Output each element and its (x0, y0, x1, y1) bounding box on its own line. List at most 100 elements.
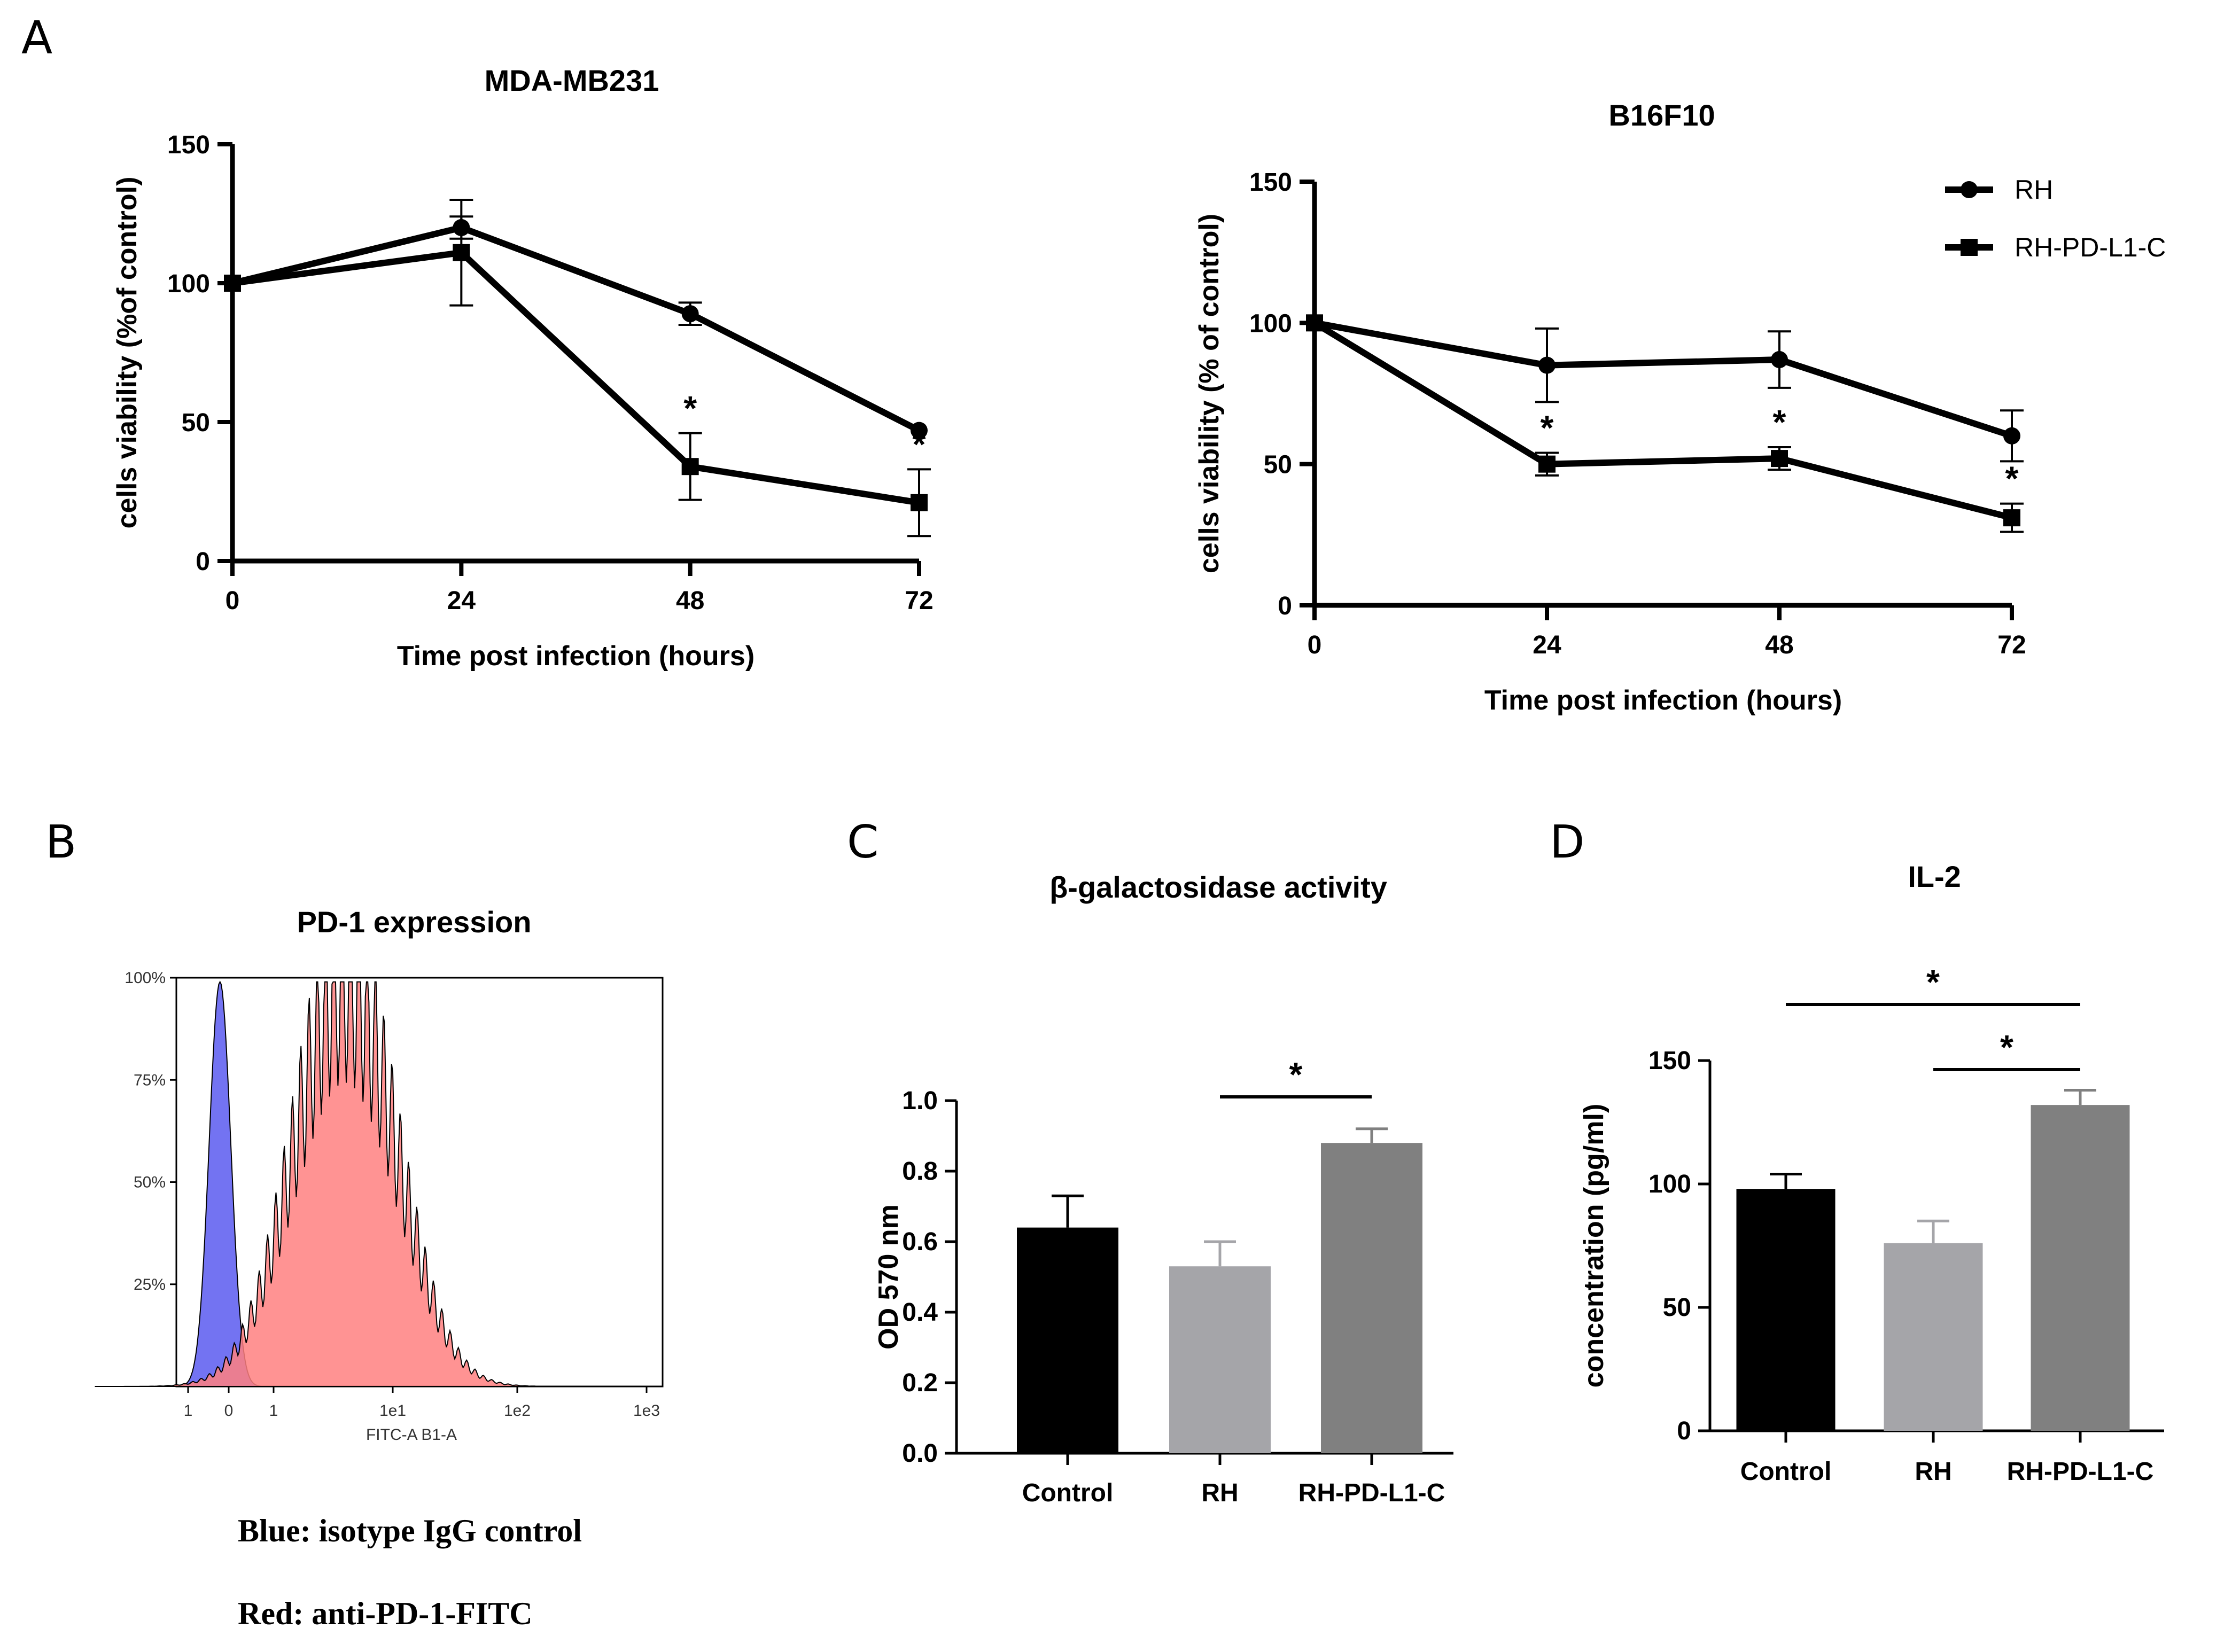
x-tick-label: 1e3 (633, 1402, 660, 1420)
y-tick-label: 0 (1278, 592, 1292, 620)
y-axis-label: concentration (pg/ml) (1578, 1104, 1609, 1388)
x-tick-label: RH (1915, 1458, 1951, 1486)
chart-title: PD-1 expression (297, 905, 532, 939)
y-tick-label: 1.0 (902, 1087, 938, 1115)
data-point-square (1771, 450, 1788, 467)
x-tick-label: 48 (1765, 631, 1793, 659)
y-tick-label: 50 (1264, 451, 1292, 479)
y-tick-label: 75% (134, 1071, 166, 1089)
y-tick-label: 0 (1677, 1417, 1691, 1445)
chart-mda-mb231: MDA-MB231 0 50 100 150 0 24 48 72 Time post infec… (112, 64, 934, 672)
data-point-circle (911, 422, 928, 439)
significance-star: * (2000, 1028, 2013, 1066)
significance-star: * (2005, 459, 2019, 498)
chart-title: β-galactosidase activity (1049, 870, 1387, 904)
y-axis-label: cells viability (%of control) (112, 177, 143, 529)
data-point-square (911, 494, 928, 511)
x-tick-label: 1e1 (379, 1402, 406, 1420)
x-tick-label: 24 (447, 587, 476, 615)
caption-line: Red: anti-PD-1-FITC (238, 1596, 533, 1631)
panel-letter-b: B (45, 816, 76, 869)
caption-line: Blue: isotype IgG control (238, 1513, 582, 1548)
y-tick-label: 0.4 (902, 1298, 938, 1327)
y-axis-label: cells viability (% of control) (1194, 214, 1225, 573)
y-tick-label: 0 (196, 548, 210, 576)
chart-title: MDA-MB231 (485, 64, 659, 97)
bar-rh-pd-l1-c (2031, 1105, 2130, 1431)
chart-title: IL-2 (1908, 860, 1961, 893)
legend-marker-square (1961, 239, 1978, 256)
y-tick-label: 0.8 (902, 1157, 938, 1186)
data-point-square (681, 458, 699, 476)
x-axis-label: Time post infection (hours) (1484, 685, 1842, 716)
significance-star: * (1773, 403, 1786, 441)
chart-il2: IL-2 0 50 100 150 concentration (pg/ml) Contro… (1578, 860, 2164, 1486)
y-tick-label: 0.6 (902, 1228, 938, 1256)
x-tick-label: 1e2 (504, 1402, 531, 1420)
y-tick-label: 0.2 (902, 1369, 938, 1397)
x-tick-label: 24 (1533, 631, 1561, 659)
y-tick-label: 50 (1663, 1293, 1691, 1322)
legend-label: RH (2015, 175, 2053, 205)
x-tick-label: 72 (1997, 631, 2026, 659)
x-tick-label: RH (1201, 1479, 1238, 1507)
x-tick-label: 0 (225, 587, 240, 615)
x-tick-label: 48 (676, 587, 704, 615)
histogram-anti-pd1 (95, 981, 596, 1387)
chart-b16f10: B16F10 0 50 100 150 0 24 48 72 Time post infectio… (1194, 98, 2166, 716)
legend-label: RH-PD-L1-C (2015, 232, 2166, 262)
significance-star: * (1926, 963, 1940, 1001)
data-point-square (1538, 455, 1556, 473)
x-tick-label: RH-PD-L1-C (2007, 1458, 2154, 1486)
chart-title: B16F10 (1608, 98, 1715, 132)
data-point-square (453, 244, 470, 261)
series-line-rh (1313, 320, 2013, 439)
x-tick-label: RH-PD-L1-C (1298, 1479, 1445, 1507)
x-tick-label: 0 (1308, 631, 1322, 659)
y-tick-label: 150 (1249, 168, 1292, 197)
bar-rh (1884, 1243, 1983, 1431)
data-point-circle (681, 305, 699, 323)
data-point-square (224, 275, 241, 292)
y-tick-label: 150 (167, 131, 210, 159)
x-tick-label: Control (1740, 1458, 1832, 1486)
bar-control (1017, 1227, 1118, 1453)
y-tick-label: 100 (1249, 309, 1292, 338)
significance-star: * (913, 425, 926, 463)
y-tick-label: 50 (182, 409, 210, 437)
y-tick-label: 25% (134, 1276, 166, 1293)
y-tick-label: 100 (167, 270, 210, 298)
data-point-circle (1771, 351, 1788, 369)
x-tick-label: 1 (269, 1402, 278, 1420)
chart-beta-galactosidase: β-galactosidase activity 0.0 0.2 0.4 0.6 0.8 1… (873, 870, 1453, 1507)
series-line-rh-pd-l1-c (232, 249, 920, 506)
chart-pd1-expression: PD-1 expression 25% 50% 75% 100% 1 0 1 1e1 1e2 1e3… (95, 905, 664, 1631)
bar-control (1736, 1189, 1836, 1431)
y-tick-label: 100% (125, 969, 166, 987)
significance-star: * (1289, 1055, 1303, 1094)
y-tick-label: 100 (1648, 1170, 1691, 1198)
y-axis-label: OD 570 nm (873, 1204, 904, 1350)
y-tick-label: 150 (1648, 1047, 1691, 1075)
x-tick-label: 72 (905, 587, 933, 615)
series-line-rh-pd-l1-c (1312, 320, 2013, 521)
x-axis-label: Time post infection (hours) (397, 641, 755, 672)
y-tick-label: 50% (134, 1174, 166, 1191)
significance-star: * (683, 389, 697, 427)
data-point-circle (2003, 427, 2020, 445)
y-tick-label: 0.0 (902, 1439, 938, 1468)
data-point-circle (1538, 356, 1556, 374)
data-point-square (2003, 509, 2020, 527)
significance-star: * (1541, 409, 1554, 447)
x-tick-label: 1 (184, 1402, 193, 1420)
panel-letter-c: C (847, 816, 878, 869)
legend-marker-circle (1961, 181, 1978, 198)
panel-letter-a: A (21, 12, 52, 65)
x-axis-label: FITC-A B1-A (366, 1426, 457, 1444)
x-tick-label: 0 (224, 1402, 234, 1420)
data-point-square (1306, 314, 1323, 332)
x-tick-label: Control (1022, 1479, 1114, 1507)
bar-rh-pd-l1-c (1321, 1143, 1422, 1453)
panel-letter-d: D (1550, 816, 1584, 869)
